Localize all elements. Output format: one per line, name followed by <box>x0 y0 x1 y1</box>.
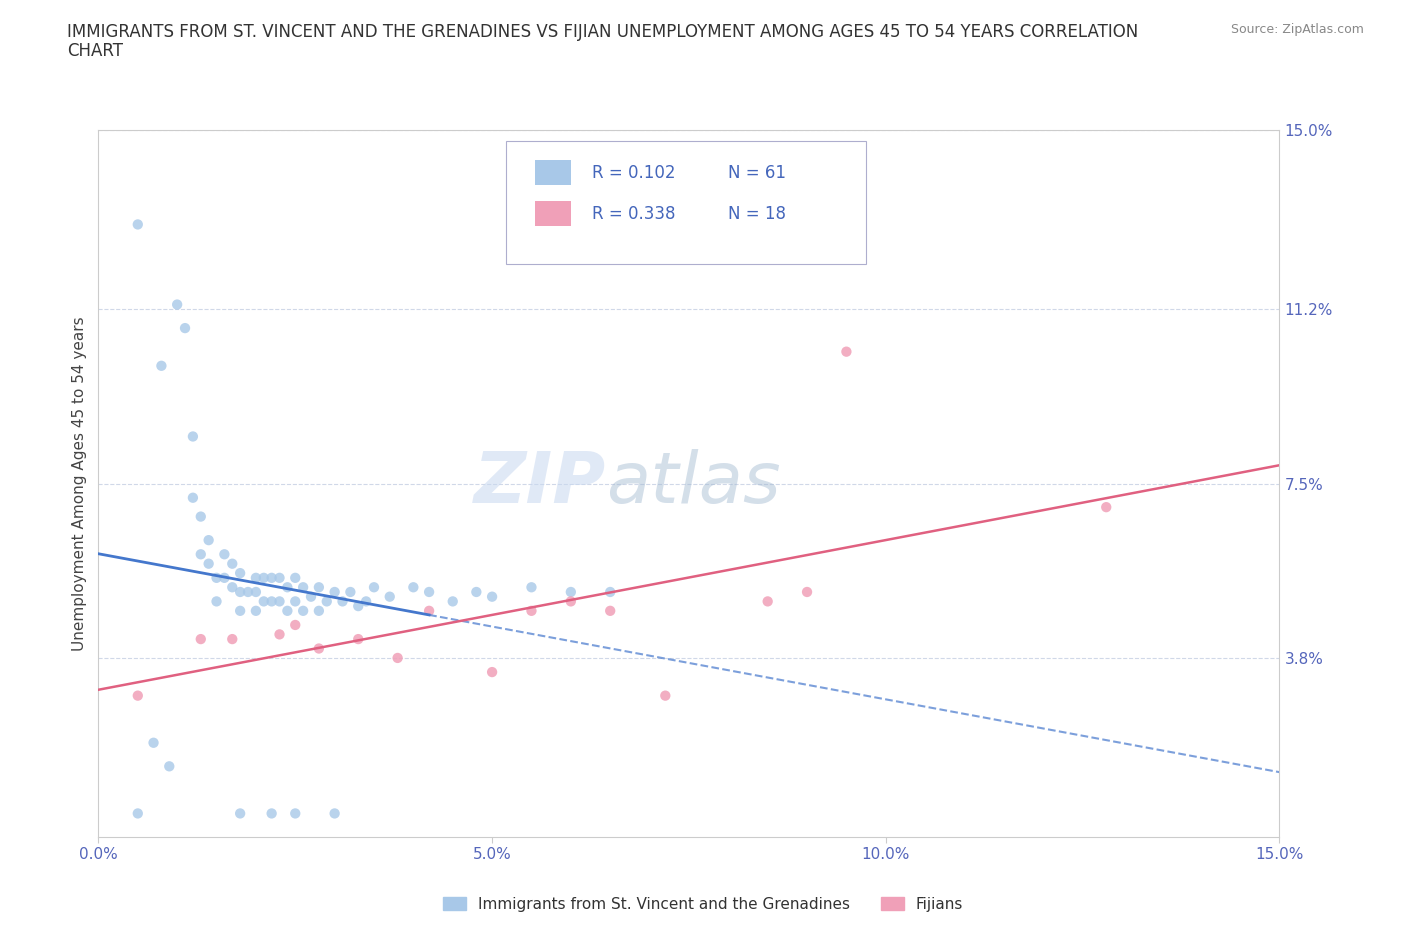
Point <box>378 590 401 604</box>
Point <box>229 565 252 580</box>
Point <box>214 547 236 562</box>
Point <box>260 806 283 821</box>
Point <box>127 217 149 232</box>
Point <box>190 509 212 524</box>
Text: R = 0.102: R = 0.102 <box>592 164 676 181</box>
Point <box>323 806 346 821</box>
Point <box>481 665 503 680</box>
Point <box>174 321 197 336</box>
Point <box>245 570 267 585</box>
Point <box>245 585 267 600</box>
Point <box>269 570 291 585</box>
Point <box>127 806 149 821</box>
Point <box>276 604 298 618</box>
Point <box>253 594 276 609</box>
Point <box>481 590 503 604</box>
Point <box>292 604 315 618</box>
Point <box>197 556 219 571</box>
Point <box>315 594 337 609</box>
FancyBboxPatch shape <box>536 201 571 226</box>
Text: atlas: atlas <box>606 449 780 518</box>
Point <box>284 570 307 585</box>
Point <box>229 604 252 618</box>
Point <box>221 579 243 594</box>
Point <box>465 585 488 600</box>
Point <box>599 585 621 600</box>
Point <box>599 604 621 618</box>
Text: CHART: CHART <box>67 42 124 60</box>
Point <box>520 604 543 618</box>
Point <box>229 806 252 821</box>
Text: IMMIGRANTS FROM ST. VINCENT AND THE GRENADINES VS FIJIAN UNEMPLOYMENT AMONG AGES: IMMIGRANTS FROM ST. VINCENT AND THE GREN… <box>67 23 1139 41</box>
Point <box>229 585 252 600</box>
Point <box>354 594 377 609</box>
Point <box>157 759 180 774</box>
Point <box>332 594 354 609</box>
Point <box>190 631 212 646</box>
Text: R = 0.338: R = 0.338 <box>592 205 676 222</box>
Point <box>441 594 464 609</box>
Point <box>796 585 818 600</box>
Point <box>308 579 330 594</box>
Point <box>127 688 149 703</box>
Point <box>221 556 243 571</box>
Point <box>418 604 440 618</box>
Point <box>560 585 582 600</box>
Point <box>560 594 582 609</box>
Point <box>402 579 425 594</box>
Point <box>387 650 409 665</box>
Point <box>245 604 267 618</box>
Point <box>308 641 330 656</box>
Point <box>835 344 858 359</box>
Point <box>260 570 283 585</box>
Point <box>236 585 259 600</box>
Point <box>284 618 307 632</box>
Point <box>181 429 204 444</box>
Point <box>418 585 440 600</box>
Point <box>284 806 307 821</box>
Point <box>347 599 370 614</box>
Point <box>190 547 212 562</box>
Point <box>756 594 779 609</box>
Point <box>181 490 204 505</box>
Point <box>221 631 243 646</box>
Point <box>1095 499 1118 514</box>
Point <box>308 604 330 618</box>
Point <box>323 585 346 600</box>
Point <box>253 570 276 585</box>
Point <box>269 594 291 609</box>
Point <box>205 594 228 609</box>
Point <box>339 585 361 600</box>
Legend: Immigrants from St. Vincent and the Grenadines, Fijians: Immigrants from St. Vincent and the Gren… <box>437 890 969 918</box>
Point <box>166 297 188 312</box>
Point <box>197 533 219 548</box>
Text: Source: ZipAtlas.com: Source: ZipAtlas.com <box>1230 23 1364 36</box>
Point <box>363 579 385 594</box>
Point <box>520 579 543 594</box>
Point <box>347 631 370 646</box>
Point <box>205 570 228 585</box>
Point <box>142 736 165 751</box>
Point <box>150 358 173 373</box>
Text: N = 18: N = 18 <box>728 205 786 222</box>
FancyBboxPatch shape <box>506 140 866 264</box>
Point <box>260 594 283 609</box>
Y-axis label: Unemployment Among Ages 45 to 54 years: Unemployment Among Ages 45 to 54 years <box>72 316 87 651</box>
Point <box>276 579 298 594</box>
Point <box>284 594 307 609</box>
FancyBboxPatch shape <box>536 160 571 185</box>
Point <box>214 570 236 585</box>
Text: ZIP: ZIP <box>474 449 606 518</box>
Point <box>299 590 322 604</box>
Text: N = 61: N = 61 <box>728 164 786 181</box>
Point <box>292 579 315 594</box>
Point <box>654 688 676 703</box>
Point <box>269 627 291 642</box>
